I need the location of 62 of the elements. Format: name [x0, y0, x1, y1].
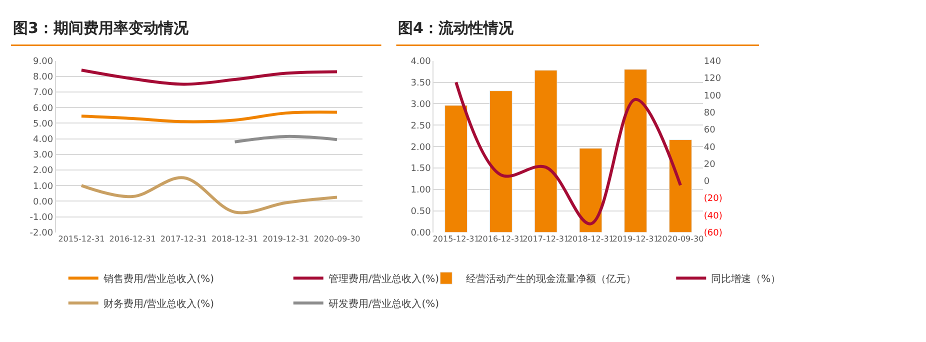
legend-label: 研发费用/营业总收入(%): [328, 298, 440, 310]
y-tick-label: 3.00: [33, 150, 54, 161]
y-tick-label: 2.00: [410, 142, 432, 153]
line-series: [454, 80, 682, 226]
y2-tick-label: 60: [704, 126, 716, 136]
line-series: [80, 110, 338, 124]
x-tick-label: 2017-12-31: [160, 234, 207, 244]
y-tick-label: 8.00: [33, 72, 54, 83]
y-tick-label: 7.00: [33, 88, 54, 98]
x-tick-label: 2020-09-30: [657, 234, 704, 244]
y2-tick-label: 0: [704, 177, 710, 188]
bar: [579, 148, 602, 232]
x-tick-label: 2018-12-31: [212, 234, 258, 244]
line-series: [80, 68, 338, 86]
y2-tick-label: 80: [704, 108, 716, 118]
bar: [444, 105, 468, 232]
x-tick-label: 2015-12-31: [432, 234, 480, 244]
bar: [489, 90, 512, 232]
y-tick-label: 3.00: [410, 100, 432, 110]
y2-tick-label: (40): [704, 211, 722, 222]
legend-label: 同比增速（%）: [711, 273, 781, 285]
line-series: [80, 176, 338, 214]
y-tick-label: 0.50: [410, 207, 432, 218]
y-tick-label: 6.00: [33, 104, 54, 114]
y-tick-label: 4.00: [410, 56, 432, 67]
y-tick-label: 0.00: [33, 197, 54, 208]
x-tick-label: 2016-12-31: [478, 234, 524, 244]
bar: [668, 139, 692, 232]
y-tick-label: 1.00: [33, 182, 54, 192]
x-tick-label: 2017-12-31: [522, 234, 570, 244]
x-tick-label: 2015-12-31: [58, 234, 105, 244]
y2-tick-label: 140: [704, 56, 722, 67]
y-tick-label: 0.00: [410, 228, 432, 239]
y-tick-label: 3.50: [410, 78, 432, 88]
y2-tick-label: (20): [704, 194, 722, 204]
y2-tick-label: 120: [704, 74, 722, 84]
legend-label: 管理费用/营业总收入(%): [328, 273, 440, 285]
x-tick-label: 2018-12-31: [567, 234, 614, 244]
chart-title: 图4：流动性情况: [398, 19, 514, 37]
x-tick-label: 2019-12-31: [612, 234, 659, 244]
legend-label: 经营活动产生的现金流量净额（亿元）: [466, 273, 636, 285]
x-tick-label: 2020-09-30: [314, 234, 360, 244]
y2-tick-label: 40: [704, 142, 716, 153]
y-tick-label: 5.00: [33, 119, 54, 130]
y2-tick-label: 20: [704, 160, 716, 170]
y-tick-label: 1.50: [410, 164, 432, 174]
y-tick-label: -1.00: [30, 212, 54, 223]
y-tick-label: 9.00: [33, 56, 54, 67]
y-tick-label: -2.00: [30, 228, 54, 239]
y-tick-label: 1.00: [410, 186, 432, 196]
y-tick-label: 2.00: [33, 166, 54, 176]
bar: [534, 70, 558, 232]
x-tick-label: 2016-12-31: [109, 234, 156, 244]
y-tick-label: 4.00: [33, 134, 54, 145]
x-tick-label: 2019-12-31: [262, 234, 310, 244]
y-tick-label: 2.50: [410, 121, 432, 132]
legend-label: 销售费用/营业总收入(%): [102, 273, 214, 285]
chart-title: 图3：期间费用率变动情况: [13, 19, 190, 37]
y2-tick-label: (60): [704, 228, 722, 239]
legend-label: 财务费用/营业总收入(%): [103, 298, 214, 310]
bar: [624, 69, 648, 232]
y2-tick-label: 100: [704, 91, 722, 102]
